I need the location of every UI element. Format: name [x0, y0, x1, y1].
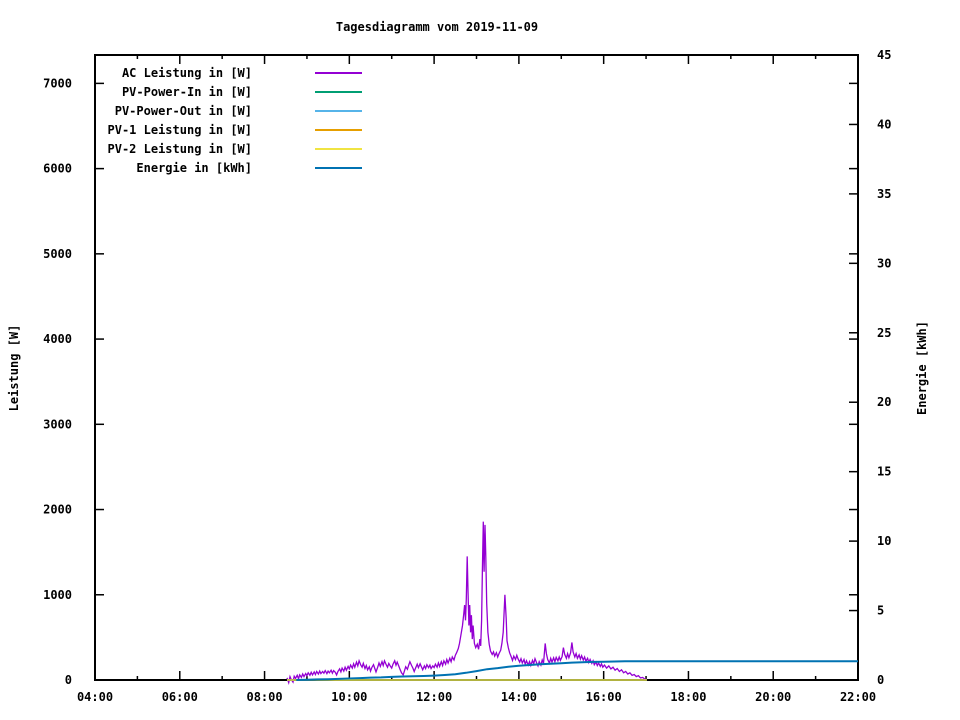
right-tick-label: 10: [877, 534, 891, 548]
legend-item-pv-power-in-in-w: PV-Power-In in [W]: [0, 83, 420, 102]
left-tick-label: 5000: [43, 247, 72, 261]
legend-item-ac-leistung-in-w: AC Leistung in [W]: [0, 64, 420, 83]
legend-item-energie-in-kwh: Energie in [kWh]: [0, 159, 420, 178]
legend-label: PV-Power-In in [W]: [121, 85, 252, 99]
legend-label: PV-2 Leistung in [W]: [107, 142, 253, 156]
legend-item-pv-power-out-in-w: PV-Power-Out in [W]: [0, 102, 420, 121]
x-tick-label: 22:00: [840, 690, 876, 704]
legend-item-pv-1-leistung-in-w: PV-1 Leistung in [W]: [0, 121, 420, 140]
series-ac-leistung-in-w: [286, 521, 648, 685]
x-tick-label: 16:00: [586, 690, 622, 704]
right-tick-label: 40: [877, 117, 891, 131]
left-tick-label: 2000: [43, 503, 72, 517]
left-tick-label: 3000: [43, 417, 72, 431]
left-tick-label: 1000: [43, 588, 72, 602]
x-tick-label: 14:00: [501, 690, 537, 704]
legend-line-sample: [315, 91, 362, 93]
legend-line-sample: [315, 129, 362, 131]
left-tick-label: 7000: [43, 76, 72, 90]
left-tick-label: 4000: [43, 332, 72, 346]
chart-title: Tagesdiagramm vom 2019-11-09: [335, 20, 539, 34]
legend-label: PV-1 Leistung in [W]: [107, 123, 253, 137]
legend-line-sample: [315, 167, 362, 169]
left-tick-label: 6000: [43, 162, 72, 176]
right-tick-label: 30: [877, 256, 891, 270]
right-tick-label: 5: [877, 604, 884, 618]
x-tick-label: 04:00: [77, 690, 113, 704]
right-tick-label: 25: [877, 326, 891, 340]
x-tick-label: 20:00: [755, 690, 791, 704]
right-tick-label: 20: [877, 395, 891, 409]
x-tick-label: 10:00: [331, 690, 367, 704]
legend-label: Energie in [kWh]: [136, 161, 252, 175]
series-energie-in-kwh: [296, 660, 858, 681]
legend-line-sample: [315, 72, 362, 74]
x-tick-label: 06:00: [162, 690, 198, 704]
right-tick-label: 0: [877, 673, 884, 687]
legend-item-pv-2-leistung-in-w: PV-2 Leistung in [W]: [0, 140, 420, 159]
right-tick-label: 45: [877, 48, 891, 62]
legend-line-sample: [315, 148, 362, 150]
right-tick-label: 15: [877, 465, 891, 479]
legend-label: PV-Power-Out in [W]: [114, 104, 252, 118]
x-tick-label: 12:00: [416, 690, 452, 704]
x-tick-label: 18:00: [670, 690, 706, 704]
x-tick-label: 08:00: [246, 690, 282, 704]
left-tick-label: 0: [65, 673, 72, 687]
legend-line-sample: [315, 110, 362, 112]
legend-label: AC Leistung in [W]: [121, 66, 252, 80]
right-tick-label: 35: [877, 187, 891, 201]
